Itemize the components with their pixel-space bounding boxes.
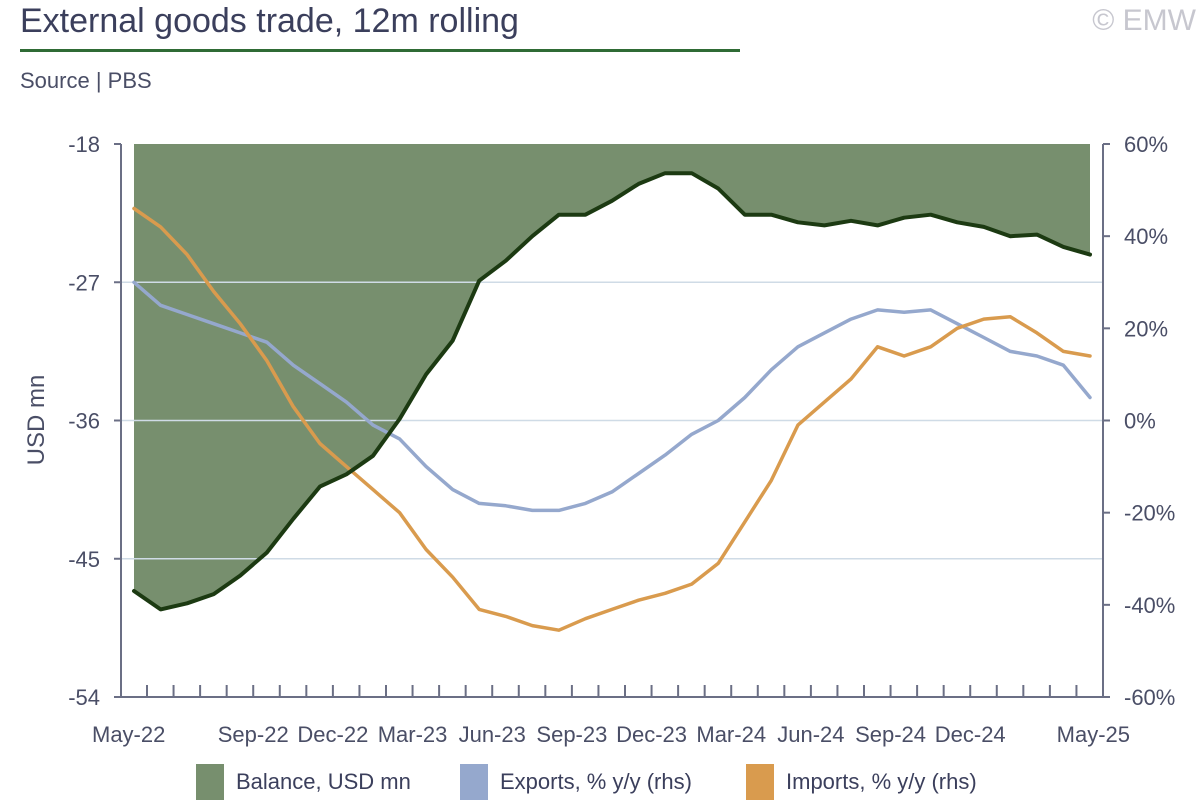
legend-swatch-exports: [460, 764, 488, 800]
y-right-tick-label: -20%: [1124, 501, 1175, 526]
x-tick-label: Sep-23: [536, 722, 607, 747]
y-left-tick-label: -45: [68, 547, 100, 572]
legend-swatch-balance: [196, 764, 224, 800]
y-right-tick-label: -40%: [1124, 593, 1175, 618]
y-right-tick-label: 0%: [1124, 409, 1156, 434]
copyright-mark: © EMW: [1092, 4, 1196, 37]
x-tick-label: Mar-23: [378, 722, 448, 747]
x-tick-label: Sep-24: [855, 722, 926, 747]
x-tick-label: Dec-23: [616, 722, 687, 747]
y-right-tick-label: 40%: [1124, 224, 1168, 249]
legend-item-balance: Balance, USD mn: [196, 764, 411, 800]
imports-line: [132, 206, 1092, 632]
x-tick-label: Jun-24: [777, 722, 844, 747]
legend-label-balance: Balance, USD mn: [236, 769, 411, 794]
legend-swatch-imports: [746, 764, 774, 800]
trade-chart: -18 -27 -36 -45 -54 60% 40% 20% 0% -20% -40% -60% US…: [23, 132, 1175, 747]
y-right-tick-label: 60%: [1124, 132, 1168, 157]
legend: Balance, USD mn Exports, % y/y (rhs) Imp…: [0, 764, 1200, 800]
legend-item-exports: Exports, % y/y (rhs): [460, 764, 692, 800]
y-left-tick-label: -36: [68, 409, 100, 434]
y-right-tick-label: -60%: [1124, 685, 1175, 710]
balance-line: [132, 171, 1092, 612]
x-tick-label: Sep-22: [218, 722, 289, 747]
x-tick-label: Mar-24: [696, 722, 766, 747]
x-tick-label: May-25: [1057, 722, 1130, 747]
source-note: Source | PBS: [20, 68, 152, 93]
y-left-tick-label: -18: [68, 132, 100, 157]
x-tick-label: May-22: [92, 722, 165, 747]
x-tick-label: Dec-24: [935, 722, 1006, 747]
y-left-tick-label: -27: [68, 270, 100, 295]
legend-label-imports: Imports, % y/y (rhs): [786, 769, 977, 794]
chart-title: External goods trade, 12m rolling: [20, 2, 519, 40]
exports-line: [132, 280, 1092, 513]
y-left-tick-label: -54: [68, 685, 100, 710]
x-tick-label: Dec-22: [297, 722, 368, 747]
x-tick-label: Jun-23: [459, 722, 526, 747]
legend-label-exports: Exports, % y/y (rhs): [500, 769, 692, 794]
title-underline: [20, 49, 740, 52]
y-right-tick-label: 20%: [1124, 316, 1168, 341]
y-axis-title: USD mn: [23, 375, 50, 466]
balance-area: [134, 144, 1090, 610]
legend-item-imports: Imports, % y/y (rhs): [746, 764, 977, 800]
